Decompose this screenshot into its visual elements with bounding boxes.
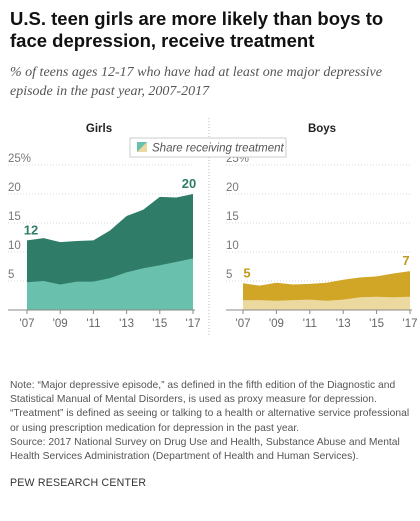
legend-box: [129, 137, 287, 158]
y-tick-label: 20: [226, 182, 239, 194]
y-tick-label: 20: [8, 182, 21, 194]
y-tick-label: 15: [226, 211, 239, 223]
x-tick-label: '11: [86, 318, 100, 330]
legend-swatch-boys: [137, 142, 147, 152]
source-text: Source: 2017 National Survey on Drug Use…: [10, 436, 400, 463]
y-tick-label: 5: [8, 269, 14, 281]
x-tick-label: '13: [119, 318, 134, 330]
data-label-last: 20: [182, 176, 196, 191]
y-tick-label: 10: [8, 240, 21, 252]
x-tick-label: '07: [20, 318, 35, 330]
x-tick-label: '09: [269, 318, 284, 330]
panel-title-boys: Boys: [308, 123, 336, 135]
data-label-first: 12: [24, 222, 38, 237]
x-tick-label: '09: [53, 318, 68, 330]
legend: Share receiving treatment: [129, 137, 287, 158]
x-tick-label: '17: [186, 318, 201, 330]
pew-credit: PEW RESEARCH CENTER: [10, 477, 147, 489]
data-label-last: 7: [402, 253, 409, 268]
x-tick-label: '07: [236, 318, 251, 330]
area-charts: Girls 25% 20 15 10 5 '07 '09 '11 '13 '15 '17 12 20 Boy…: [8, 118, 418, 335]
x-tick-label: '15: [369, 318, 384, 330]
y-tick-label: 25%: [8, 153, 31, 165]
data-label-first: 5: [243, 265, 250, 280]
chart-title: U.S. teen girls are more likely than boy…: [10, 8, 384, 51]
chart-subtitle: % of teens ages 12-17 who have had at le…: [10, 65, 382, 99]
x-tick-label: '17: [403, 318, 418, 330]
x-tick-label: '15: [152, 318, 167, 330]
area-receiving-treatment: [27, 258, 193, 310]
x-tick-label: '11: [303, 318, 317, 330]
y-tick-label: 5: [226, 269, 232, 281]
note-text: Note: “Major depressive episode,” as def…: [10, 380, 410, 434]
legend-label: Share receiving treatment: [152, 143, 284, 155]
panel-title-girls: Girls: [86, 123, 112, 135]
notes: Note: “Major depressive episode,” as def…: [10, 379, 418, 464]
y-tick-label: 15: [8, 211, 21, 223]
area-receiving-treatment: [243, 296, 410, 310]
y-tick-label: 10: [226, 240, 239, 252]
x-tick-label: '13: [336, 318, 351, 330]
